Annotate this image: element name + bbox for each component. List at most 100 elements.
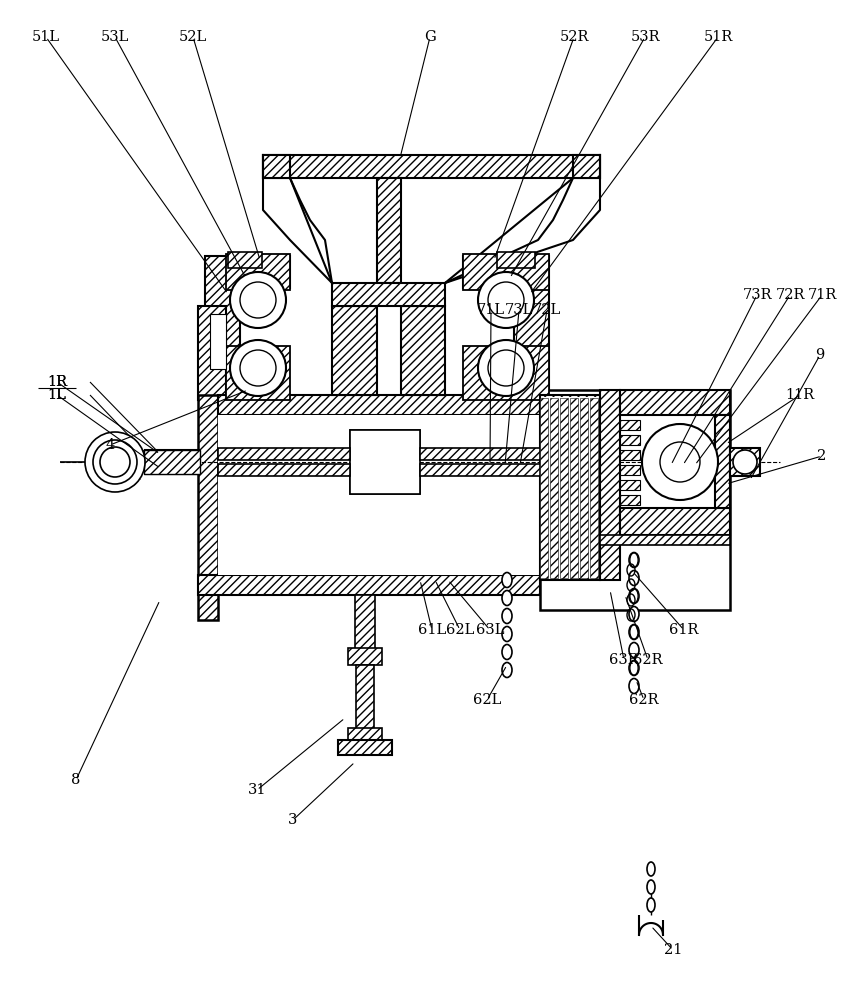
Text: 63R: 63R [610,653,639,667]
Polygon shape [263,155,600,178]
Polygon shape [620,435,640,445]
Polygon shape [730,448,760,476]
Ellipse shape [502,626,512,642]
Polygon shape [350,430,420,450]
Circle shape [488,350,524,386]
Polygon shape [263,155,290,178]
Polygon shape [620,465,640,475]
Circle shape [240,350,276,386]
Polygon shape [715,415,730,508]
Text: 52L: 52L [179,30,208,44]
Polygon shape [332,306,377,395]
Polygon shape [218,395,540,415]
Polygon shape [600,390,620,580]
Polygon shape [420,448,540,460]
Polygon shape [350,474,420,494]
Bar [543,397,597,578]
Ellipse shape [647,898,655,912]
Polygon shape [573,155,600,178]
Circle shape [230,272,286,328]
Text: 1L: 1L [47,388,66,402]
Text: 71R: 71R [808,288,837,302]
Polygon shape [463,256,549,400]
Text: 53L: 53L [101,30,129,44]
Text: 51L: 51L [32,30,60,44]
Polygon shape [560,398,568,578]
Polygon shape [620,420,640,430]
Polygon shape [401,306,445,395]
Text: 62L: 62L [446,623,474,637]
Text: 8: 8 [71,773,81,787]
Text: 21: 21 [664,943,682,957]
Polygon shape [620,480,640,490]
Polygon shape [198,306,226,400]
Text: 62L: 62L [473,693,501,707]
Polygon shape [356,665,374,730]
Circle shape [85,432,145,492]
Polygon shape [205,256,290,400]
Text: 63L: 63L [476,623,505,637]
Text: 1R: 1R [47,375,67,389]
Polygon shape [463,254,549,290]
Ellipse shape [647,880,655,894]
Text: 73L: 73L [505,303,533,317]
Text: 71L: 71L [477,303,505,317]
Polygon shape [540,395,547,580]
Polygon shape [570,395,577,580]
Polygon shape [348,728,382,740]
Circle shape [240,282,276,318]
Text: 1R: 1R [47,375,67,389]
Circle shape [100,447,130,477]
Polygon shape [560,395,567,580]
Ellipse shape [629,660,639,676]
Polygon shape [497,252,535,268]
Polygon shape [144,450,200,474]
Ellipse shape [502,590,512,605]
Ellipse shape [502,662,512,678]
Polygon shape [226,254,290,290]
Ellipse shape [629,624,639,640]
Circle shape [478,272,534,328]
Polygon shape [540,395,600,580]
Text: 53R: 53R [630,30,660,44]
Ellipse shape [629,643,639,658]
Bar [540,390,730,610]
Polygon shape [620,450,640,460]
Text: 4: 4 [105,438,115,452]
Polygon shape [550,398,558,578]
Text: 52R: 52R [560,30,589,44]
Circle shape [93,440,137,484]
Polygon shape [355,595,375,650]
Circle shape [478,340,534,396]
Text: 73R: 73R [742,288,771,302]
Polygon shape [550,395,557,580]
Polygon shape [463,346,549,400]
Ellipse shape [647,862,655,876]
Text: 9: 9 [815,348,825,362]
Polygon shape [226,346,290,400]
Text: 11R: 11R [785,388,815,402]
Polygon shape [620,495,640,505]
Ellipse shape [502,572,512,587]
Ellipse shape [629,570,639,585]
Circle shape [230,340,286,396]
Ellipse shape [629,606,639,621]
Bar [218,415,540,575]
Polygon shape [377,178,401,283]
Text: 61R: 61R [669,623,698,637]
Text: 2: 2 [817,449,827,463]
Polygon shape [218,464,350,476]
Ellipse shape [629,678,639,694]
Ellipse shape [502,608,512,624]
Polygon shape [198,395,218,620]
Text: 61L: 61L [418,623,446,637]
Text: 3: 3 [288,813,298,827]
Circle shape [660,442,700,482]
Ellipse shape [629,552,639,568]
Polygon shape [590,398,598,578]
Text: 1L: 1L [47,388,66,402]
Text: G: G [424,30,436,44]
Polygon shape [570,398,578,578]
Text: 62R: 62R [633,653,663,667]
Text: 51R: 51R [703,30,733,44]
